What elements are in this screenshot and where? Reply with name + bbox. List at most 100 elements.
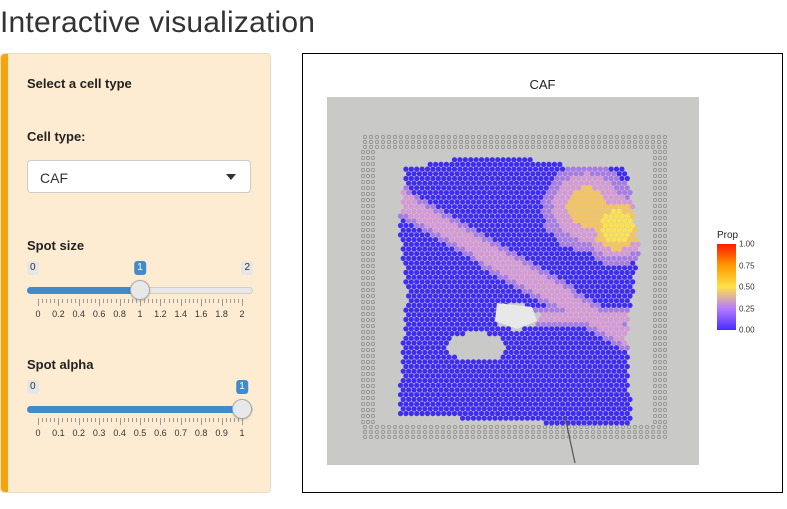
spot-alpha-ticks: 0 0.1 0.2 0.3 0.4 0.5 0.6 0.7 0.8 0.9 1	[27, 418, 253, 448]
slider-tick-label: 0.2	[72, 428, 86, 438]
slider-minor-tick	[176, 418, 178, 422]
slider-minor-tick	[152, 418, 154, 422]
slider-tick-label: 1.6	[194, 309, 208, 319]
cell-type-selected-value: CAF	[40, 170, 68, 186]
spot-alpha-slider[interactable]: 0 1 0 0.1 0.2 0.3 0.4 0.5 0.6 0.7 0.8 0.9 1	[27, 380, 253, 450]
slider-minor-tick	[123, 418, 125, 422]
slider-minor-tick	[95, 418, 97, 422]
slider-minor-tick	[193, 299, 195, 303]
plot-title: CAF	[529, 77, 556, 92]
slider-major-tick	[140, 418, 141, 425]
legend-label: 0.00	[739, 325, 755, 335]
slider-tick-label: 1.8	[215, 309, 228, 319]
slider-minor-tick	[184, 299, 186, 303]
sidebar-heading: Select a cell type	[27, 76, 132, 91]
slider-major-tick	[38, 418, 39, 425]
spot-alpha-handle[interactable]	[232, 399, 252, 419]
slider-tick-label: 0.8	[194, 428, 208, 438]
slider-minor-tick	[135, 418, 137, 422]
slider-minor-tick	[144, 299, 146, 303]
slider-minor-tick	[103, 418, 105, 422]
slider-minor-tick	[237, 418, 239, 422]
slider-minor-tick	[54, 299, 56, 303]
slider-minor-tick	[233, 418, 235, 422]
slider-minor-tick	[237, 299, 239, 303]
slider-minor-tick	[62, 418, 64, 422]
slider-minor-tick	[50, 299, 52, 303]
slider-major-tick	[58, 299, 60, 306]
spot-size-max: 2	[241, 261, 253, 275]
slider-tick-label: 0	[35, 309, 41, 319]
slider-tick-label: 0.6	[92, 309, 106, 319]
chevron-down-icon[interactable]	[226, 174, 236, 180]
slider-major-tick	[201, 299, 203, 306]
slider-minor-tick	[123, 299, 125, 303]
slider-minor-tick	[135, 299, 137, 303]
spot-size-ticks: 0 0.2 0.4 0.6 0.8 1 1.2 1.4 1.6 1.8 2	[27, 299, 253, 329]
slider-major-tick	[160, 299, 162, 306]
slider-major-tick	[180, 418, 182, 425]
slider-minor-tick	[54, 418, 56, 422]
slider-minor-tick	[213, 299, 215, 303]
slider-minor-tick	[46, 418, 48, 422]
spot-size-min: 0	[27, 261, 39, 275]
slider-minor-tick	[115, 418, 117, 422]
spot-size-slider[interactable]: 0 2 1 0 0.2 0.4 0.6 0.8 1 1.2 1.4 1.6 1.8 2	[27, 261, 253, 331]
slider-minor-tick	[168, 418, 170, 422]
slider-minor-tick	[42, 418, 44, 422]
slider-minor-tick	[172, 299, 174, 303]
slider-major-tick	[99, 299, 101, 306]
slider-tick-label: 0.6	[154, 428, 167, 438]
slider-tick-label: 0.3	[92, 428, 106, 438]
slider-minor-tick	[103, 299, 105, 303]
slider-major-tick	[160, 418, 162, 425]
slider-minor-tick	[66, 418, 68, 422]
slider-minor-tick	[82, 299, 84, 303]
slider-tick-label: 0.5	[133, 428, 147, 438]
slider-major-tick	[242, 418, 243, 425]
slider-minor-tick	[217, 299, 219, 303]
slider-minor-tick	[74, 299, 76, 303]
slider-minor-tick	[91, 418, 93, 422]
plot-panel: CAF Prop 1.00 0.75 0.50 0.25 0.00	[302, 53, 783, 493]
slider-minor-tick	[213, 418, 215, 422]
slider-minor-tick	[156, 299, 158, 303]
slider-major-tick	[99, 418, 101, 425]
slider-minor-tick	[197, 418, 199, 422]
slider-minor-tick	[148, 299, 150, 303]
tissue-spatial-plot	[327, 97, 699, 465]
slider-tick-label: 1	[137, 309, 143, 319]
slider-minor-tick	[148, 418, 150, 422]
spot-size-label: Spot size	[27, 238, 85, 253]
slider-major-tick	[119, 418, 121, 425]
slider-minor-tick	[152, 299, 154, 303]
slider-tick-label: 0.7	[174, 428, 188, 438]
slider-major-tick	[221, 418, 223, 425]
slider-minor-tick	[74, 418, 76, 422]
slider-minor-tick	[82, 418, 84, 422]
slider-minor-tick	[46, 299, 48, 303]
slider-minor-tick	[184, 418, 186, 422]
slider-tick-label: 0.8	[113, 309, 126, 319]
slider-tick-label: 1.2	[154, 309, 167, 319]
slider-major-tick	[58, 418, 60, 425]
slider-minor-tick	[111, 418, 113, 422]
slider-minor-tick	[229, 299, 231, 303]
slider-minor-tick	[66, 299, 68, 303]
slider-minor-tick	[197, 299, 199, 303]
cell-type-label: Cell type:	[27, 129, 86, 144]
slider-minor-tick	[127, 418, 129, 422]
legend-label: 0.50	[739, 282, 755, 292]
slider-minor-tick	[144, 418, 146, 422]
slider-minor-tick	[164, 418, 166, 422]
slider-minor-tick	[168, 299, 170, 303]
cell-type-select[interactable]: CAF	[27, 160, 251, 193]
spot-size-handle[interactable]	[130, 280, 150, 300]
slider-tick-label: 2	[239, 309, 245, 319]
legend-colorbar	[717, 244, 736, 330]
slider-minor-tick	[86, 299, 88, 303]
slider-minor-tick	[233, 299, 235, 303]
slider-minor-tick	[107, 418, 109, 422]
slider-minor-tick	[225, 299, 227, 303]
slider-tick-label: 0.2	[52, 309, 65, 319]
